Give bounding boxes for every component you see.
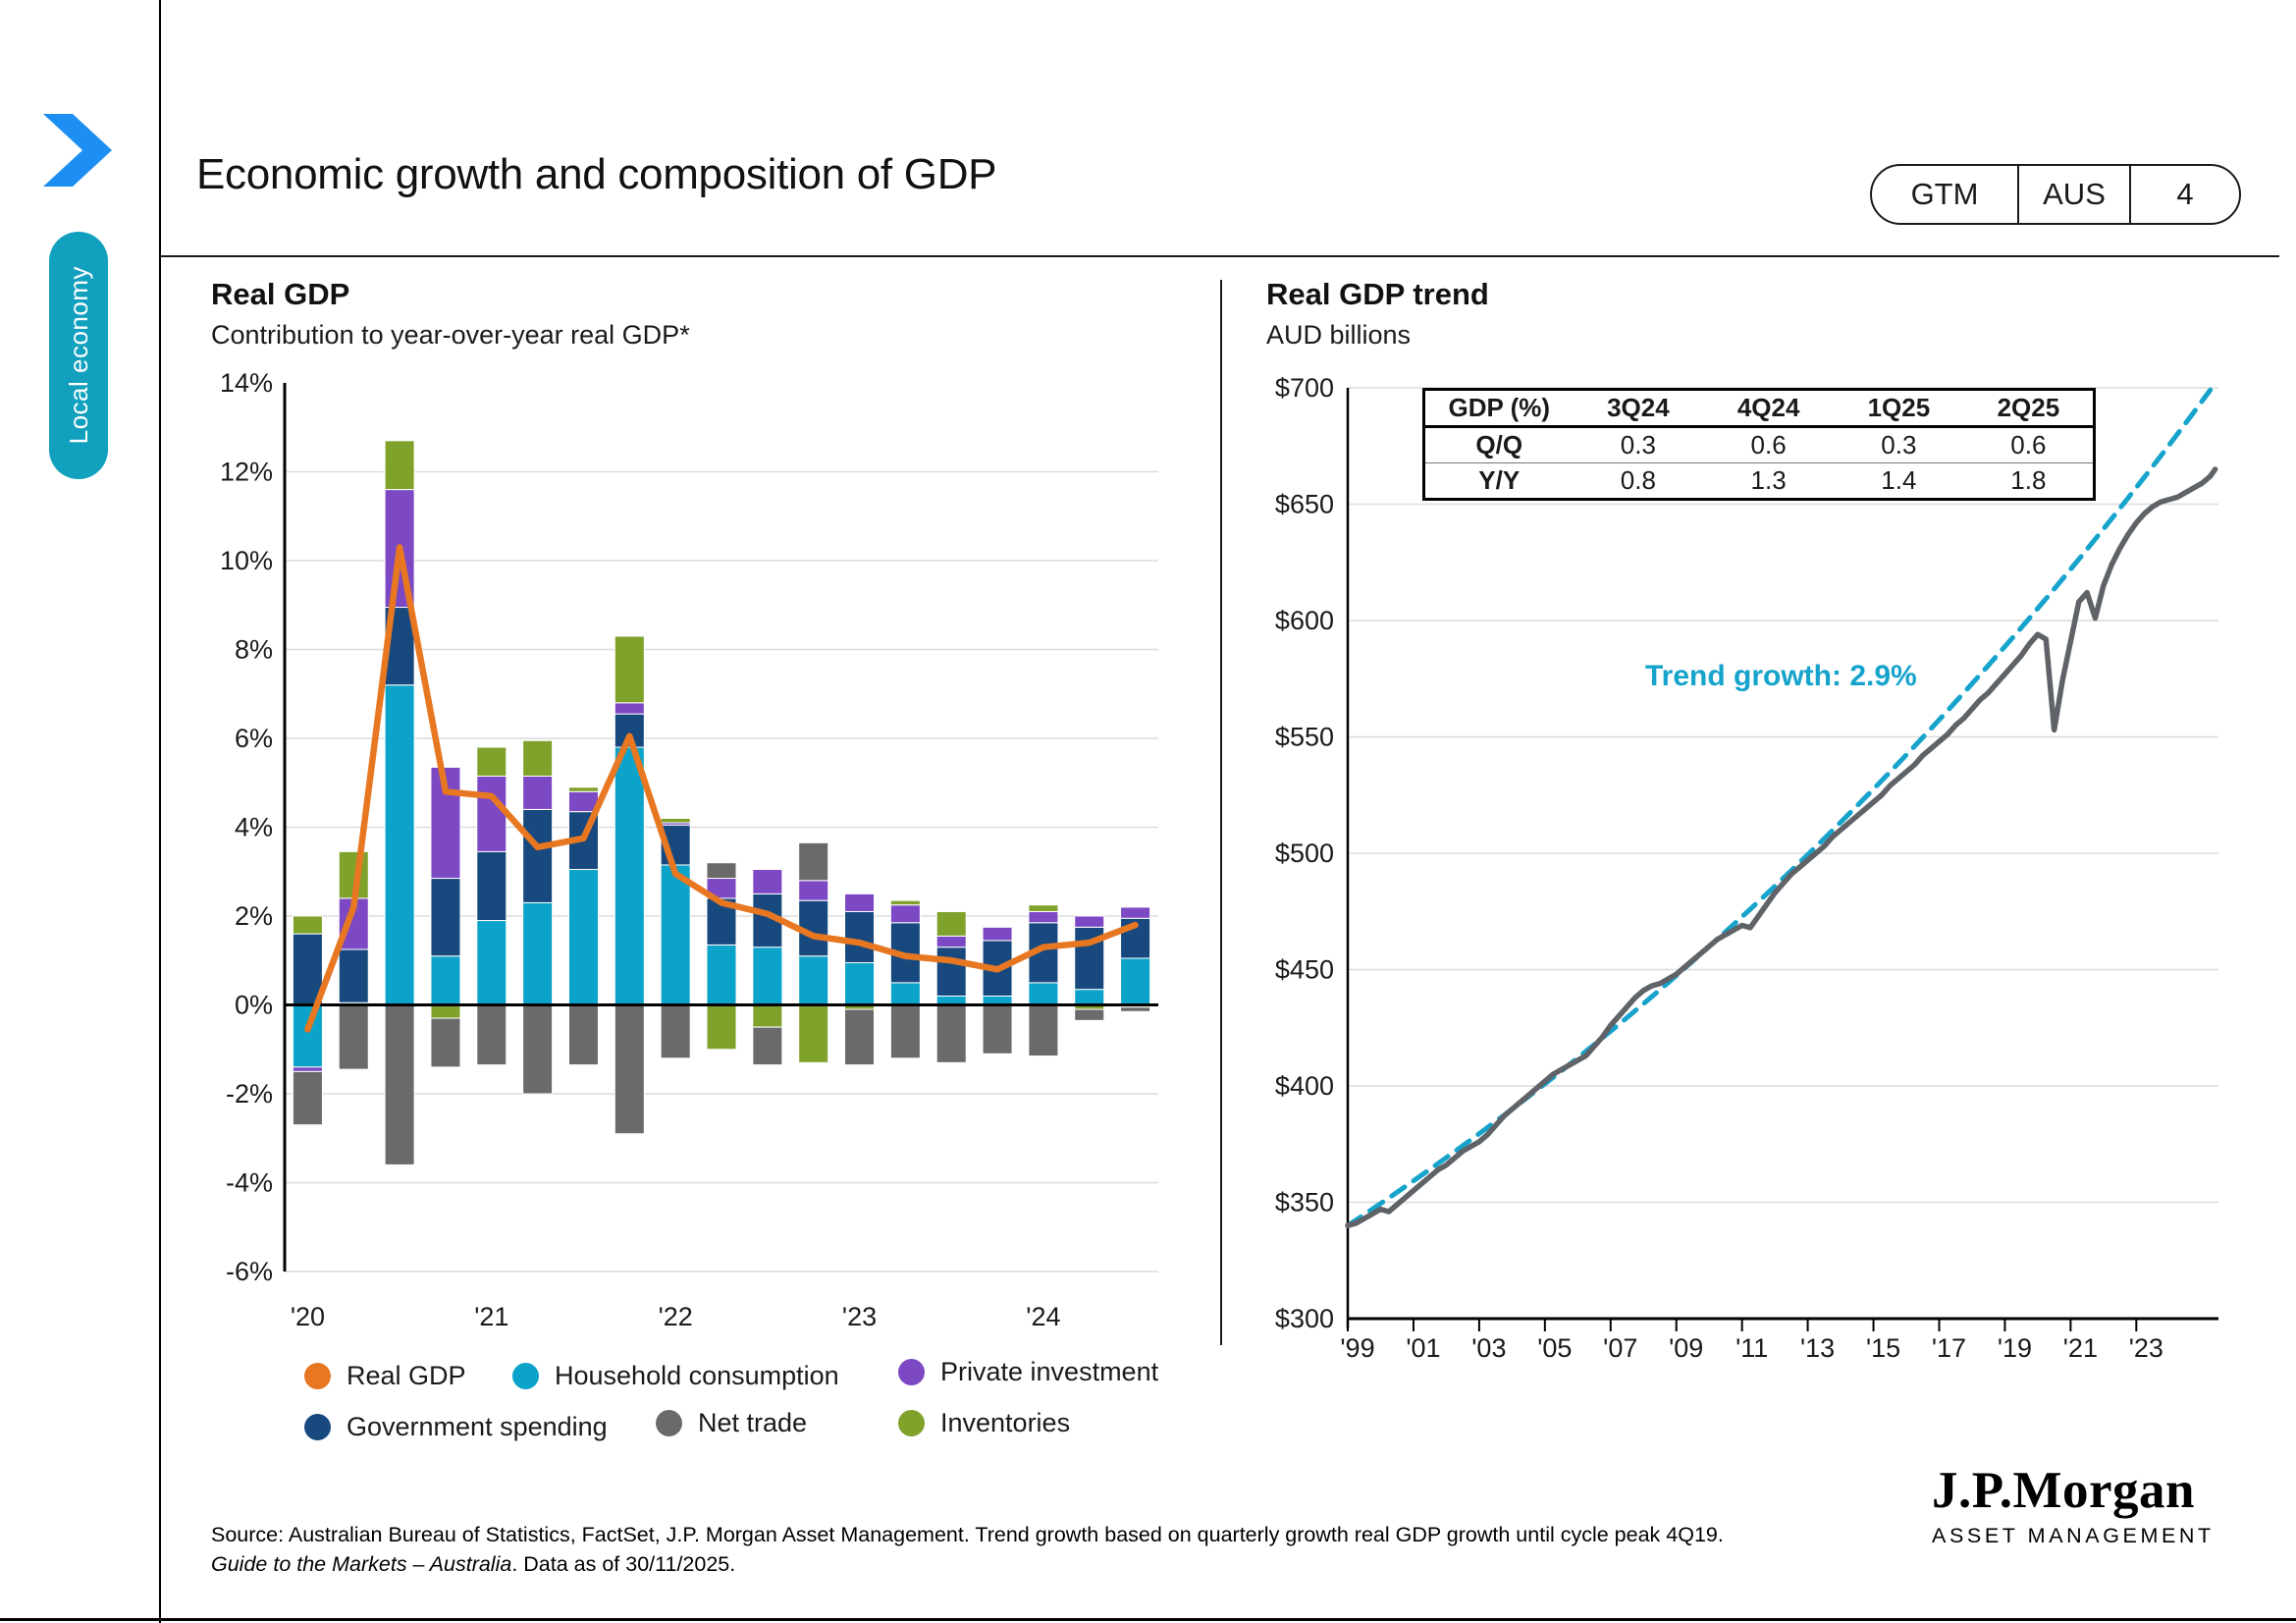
source-note: Source: Australian Bureau of Statistics,…	[211, 1520, 1724, 1579]
svg-text:-6%: -6%	[226, 1257, 273, 1286]
svg-text:'99: '99	[1340, 1333, 1374, 1362]
real-gdp-trend-chart: $300 $350 $400 $450 $500 $550 $600 $650 $700 '99 '…	[1264, 365, 2295, 1363]
legend-item: Inventories	[898, 1408, 1070, 1438]
table-row: Q/Q 0.3 0.6 0.3 0.6	[1423, 426, 2095, 463]
panel-divider	[1220, 280, 1222, 1345]
svg-text:-4%: -4%	[226, 1168, 273, 1198]
svg-text:$350: $350	[1275, 1188, 1334, 1217]
legend-item: Net trade	[656, 1408, 807, 1438]
svg-text:$550: $550	[1275, 723, 1334, 752]
svg-text:'19: '19	[1998, 1333, 2032, 1362]
svg-text:'21: '21	[2063, 1333, 2098, 1362]
svg-text:6%: 6%	[235, 724, 273, 753]
svg-text:'20: '20	[291, 1302, 325, 1331]
svg-text:'17: '17	[1932, 1333, 1966, 1362]
jpmorgan-wordmark: J.P.Morgan	[1932, 1462, 2196, 1519]
table-header-cell: 3Q24	[1573, 389, 1704, 428]
household-consumption-dot-icon	[512, 1363, 539, 1389]
svg-text:'22: '22	[659, 1302, 693, 1331]
right-chart-subtitle: AUD billions	[1266, 320, 1412, 350]
svg-text:14%: 14%	[220, 368, 273, 398]
right-chart-title: Real GDP trend	[1266, 277, 1489, 311]
legend-item: Real GDP	[304, 1361, 466, 1391]
legend-item: Household consumption	[512, 1361, 839, 1391]
header-rule	[160, 255, 2279, 257]
svg-text:$700: $700	[1275, 373, 1334, 403]
private-investment-dot-icon	[898, 1359, 925, 1385]
table-header-cell: 2Q25	[1963, 389, 2095, 428]
gtm-badge: GTM AUS 4	[1870, 164, 2241, 225]
table-header-cell: GDP (%)	[1423, 389, 1574, 428]
svg-text:$600: $600	[1275, 606, 1334, 635]
trend-growth-annotation: Trend growth: 2.9%	[1645, 660, 1917, 692]
page-bottom-rule	[0, 1618, 2296, 1621]
government-spending-dot-icon	[304, 1414, 331, 1440]
svg-text:'07: '07	[1603, 1333, 1637, 1362]
real-gdp-dot-icon	[304, 1363, 331, 1389]
svg-text:'09: '09	[1669, 1333, 1703, 1362]
left-chart-title: Real GDP	[211, 277, 350, 311]
svg-text:2%: 2%	[235, 901, 273, 931]
badge-page-number: 4	[2176, 177, 2194, 211]
sidebar-tab-local-economy[interactable]: Local economy	[49, 232, 108, 479]
page-title: Economic growth and composition of GDP	[196, 150, 997, 198]
svg-text:-2%: -2%	[226, 1079, 273, 1109]
svg-text:'21: '21	[474, 1302, 508, 1331]
svg-text:'15: '15	[1866, 1333, 1900, 1362]
svg-text:$300: $300	[1275, 1304, 1334, 1333]
left-chart-subtitle: Contribution to year-over-year real GDP*	[211, 320, 690, 350]
table-row: Y/Y 0.8 1.3 1.4 1.8	[1478, 465, 2047, 495]
svg-text:10%: 10%	[220, 546, 273, 575]
svg-text:$450: $450	[1275, 955, 1334, 985]
svg-text:12%: 12%	[220, 458, 273, 487]
legend-item: Private investment	[898, 1357, 1158, 1387]
source-line-2: Guide to the Markets – Australia. Data a…	[211, 1552, 736, 1576]
svg-text:'05: '05	[1537, 1333, 1572, 1362]
gdp-growth-table: GDP (%) 3Q24 4Q24 1Q25 2Q25 Q/Q 0.3 0.6 …	[1422, 388, 2096, 501]
svg-text:'23: '23	[2129, 1333, 2163, 1362]
svg-text:'13: '13	[1800, 1333, 1835, 1362]
jpmorgan-logo: J.P.Morgan ASSET MANAGEMENT	[1932, 1463, 2246, 1548]
real-gdp-contribution-chart: 14% 12% 10% 8% 6% 4% 2% 0% -2% -4% -6% '20 '21 '22 '23…	[209, 365, 1186, 1362]
jpmorgan-asset-management-label: ASSET MANAGEMENT	[1932, 1524, 2215, 1547]
svg-text:'23: '23	[842, 1302, 877, 1331]
legend-item: Government spending	[304, 1412, 608, 1442]
svg-text:$400: $400	[1275, 1071, 1334, 1101]
table-header-cell: 1Q25	[1834, 389, 1964, 428]
svg-text:4%: 4%	[235, 813, 273, 842]
svg-text:0%: 0%	[235, 991, 273, 1020]
source-line-1: Source: Australian Bureau of Statistics,…	[211, 1523, 1724, 1546]
svg-text:'03: '03	[1471, 1333, 1506, 1362]
table-header-cell: 4Q24	[1703, 389, 1834, 428]
inventories-dot-icon	[898, 1410, 925, 1436]
sidebar-divider	[159, 0, 161, 1623]
svg-text:'11: '11	[1735, 1333, 1768, 1362]
chevron-right-icon	[43, 114, 112, 187]
svg-text:'24: '24	[1026, 1302, 1060, 1331]
left-chart-legend: Real GDP Household consumption Private i…	[209, 1353, 1201, 1463]
svg-text:$650: $650	[1275, 490, 1334, 519]
net-trade-dot-icon	[656, 1410, 682, 1436]
svg-text:8%: 8%	[235, 635, 273, 665]
svg-text:$500: $500	[1275, 839, 1334, 868]
badge-region: AUS	[2019, 166, 2131, 223]
badge-gtm: GTM	[1872, 166, 2019, 223]
svg-text:'01: '01	[1406, 1333, 1440, 1362]
sidebar-tab-label: Local economy	[63, 266, 93, 445]
